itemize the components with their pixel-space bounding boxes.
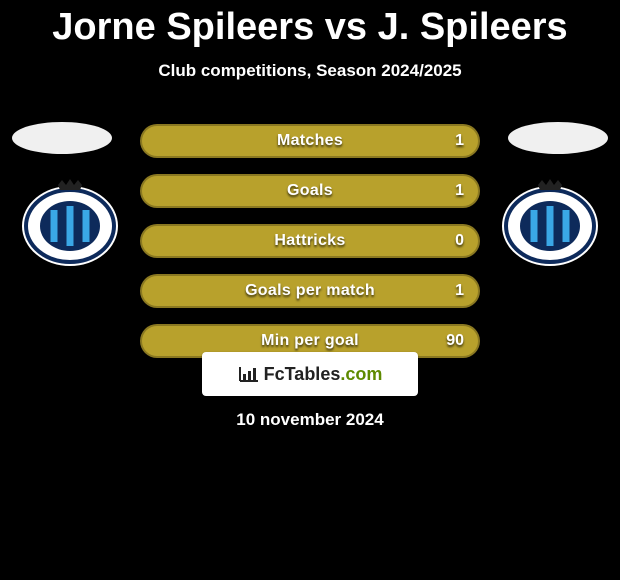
club-logo-left	[20, 176, 120, 266]
page-date: 10 november 2024	[0, 410, 620, 430]
page-title: Jorne Spileers vs J. Spileers	[0, 0, 620, 49]
stat-right-value: 0	[455, 232, 464, 250]
stat-right-value: 90	[446, 332, 464, 350]
club-brugge-icon	[500, 176, 600, 266]
stat-row-hattricks: Hattricks 0	[140, 224, 480, 258]
source-badge-text: FcTables.com	[264, 364, 383, 385]
stat-label: Hattricks	[274, 232, 345, 250]
source-badge[interactable]: FcTables.com	[202, 352, 418, 396]
bar-chart-icon	[238, 365, 260, 383]
stat-right-value: 1	[455, 182, 464, 200]
stat-row-gpm: Goals per match 1	[140, 274, 480, 308]
stat-label: Goals	[287, 182, 333, 200]
stat-row-goals: Goals 1	[140, 174, 480, 208]
player-photo-right	[508, 122, 608, 154]
player-photo-left	[12, 122, 112, 154]
club-brugge-icon	[20, 176, 120, 266]
club-logo-right	[500, 176, 600, 266]
stat-label: Matches	[277, 132, 343, 150]
stat-row-matches: Matches 1	[140, 124, 480, 158]
stat-right-value: 1	[455, 282, 464, 300]
source-name: FcTables	[264, 364, 341, 384]
stat-right-value: 1	[455, 132, 464, 150]
stat-label: Min per goal	[261, 332, 359, 350]
source-domain: .com	[340, 364, 382, 384]
page-subtitle: Club competitions, Season 2024/2025	[0, 61, 620, 81]
stats-rows: Matches 1 Goals 1 Hattricks 0 Goals per …	[140, 124, 480, 374]
stat-label: Goals per match	[245, 282, 375, 300]
